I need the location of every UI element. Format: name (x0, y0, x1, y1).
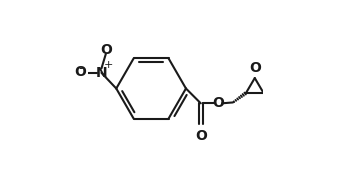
Text: O: O (212, 96, 224, 110)
Text: O: O (100, 43, 112, 57)
Text: O: O (195, 129, 207, 143)
Polygon shape (264, 93, 279, 105)
Text: N: N (95, 66, 107, 80)
Text: -: - (79, 62, 83, 75)
Text: O: O (249, 61, 261, 75)
Text: O: O (74, 65, 86, 79)
Text: +: + (104, 60, 113, 70)
